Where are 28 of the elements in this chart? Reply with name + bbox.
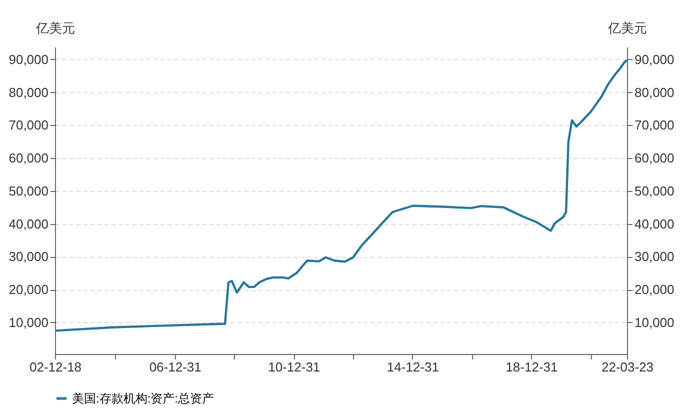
x-tick-label: 02-12-18 (29, 360, 82, 374)
y2-tick-label: 70,000 (634, 118, 674, 133)
y-tick-label: 80,000 (8, 84, 48, 100)
y2-tick-label: 90,000 (634, 52, 674, 67)
y-tick-label: 50,000 (8, 183, 48, 198)
y2-axis-title: 亿美元 (607, 20, 647, 36)
x-tick-label: 10-12-31 (268, 360, 320, 374)
y2-tick-label: 50,000 (634, 183, 674, 198)
x-tick-label: 06-12-31 (149, 360, 202, 374)
y-tick-label: 40,000 (8, 216, 48, 232)
y2-tick-label: 30,000 (634, 249, 674, 264)
y-tick-label: 20,000 (8, 282, 48, 298)
line-series (54, 59, 628, 332)
legend-label: 美国:存款机构:资产:总资产 (72, 392, 214, 406)
y-tick-label: 10,000 (8, 314, 48, 330)
y2-tick-label: 80,000 (634, 84, 674, 100)
x-tick-label: 22-03-23 (601, 360, 654, 374)
y-tick-label: 30,000 (8, 249, 48, 264)
y2-tick-label: 20,000 (634, 282, 674, 298)
x-tick-label: 14-12-31 (386, 360, 439, 374)
y-tick-label: 90,000 (8, 52, 48, 67)
x-tick-label: 18-12-31 (506, 360, 558, 374)
y-tick-label: 60,000 (8, 150, 48, 166)
y-axis-title: 亿美元 (35, 20, 75, 36)
y-tick-label: 70,000 (8, 118, 48, 133)
y2-tick-label: 60,000 (634, 150, 674, 166)
y2-tick-label: 10,000 (634, 314, 674, 330)
y2-tick-label: 40,000 (634, 216, 674, 232)
